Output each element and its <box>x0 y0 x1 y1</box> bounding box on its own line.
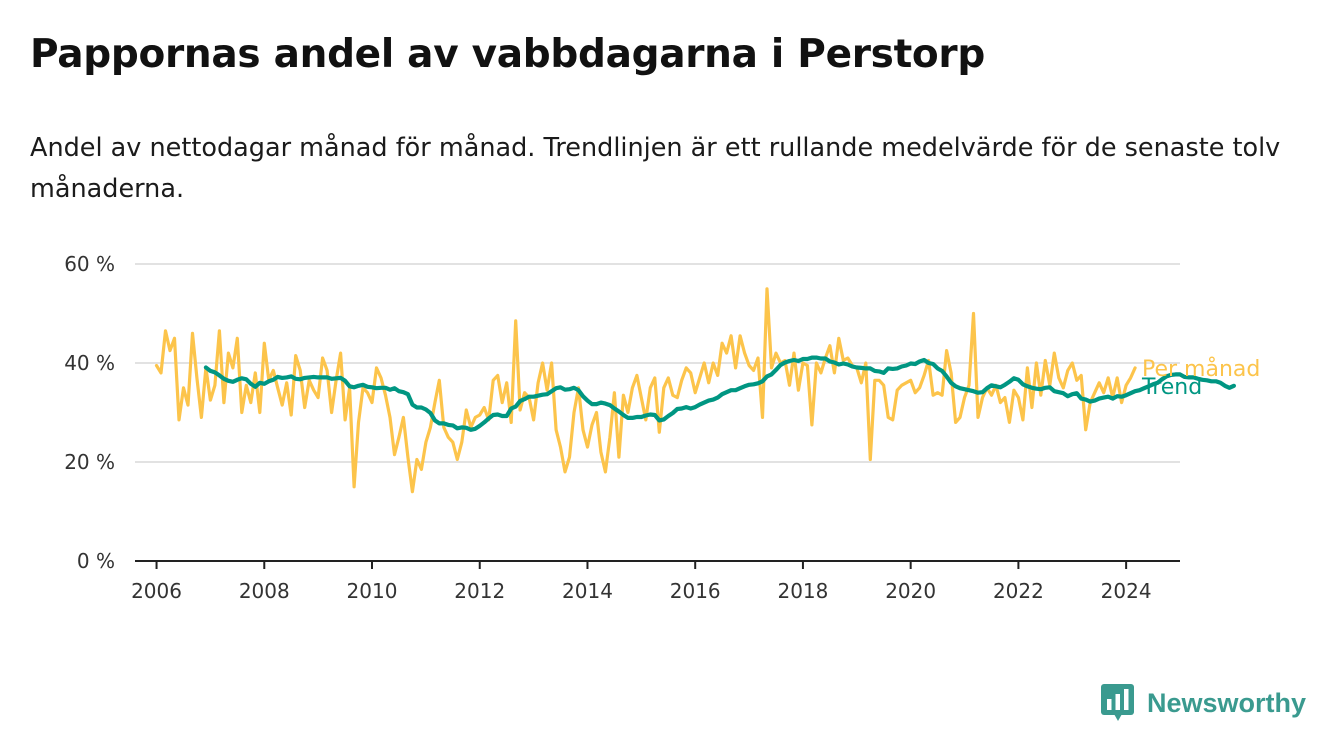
y-tick-label: 60 % <box>64 252 115 276</box>
x-tick-label: 2014 <box>562 579 613 603</box>
x-tick-label: 2006 <box>131 579 182 603</box>
brand-logo[interactable]: Newsworthy <box>1101 683 1306 723</box>
newsworthy-logo-icon <box>1101 684 1134 721</box>
x-tick-label: 2010 <box>347 579 398 603</box>
x-tick-label: 2012 <box>454 579 505 603</box>
series-line-monthly <box>154 287 1137 494</box>
y-tick-label: 40 % <box>64 351 115 375</box>
y-tick-label: 20 % <box>64 450 115 474</box>
x-tick-label: 2018 <box>777 579 828 603</box>
y-tick-label: 0 % <box>77 549 115 573</box>
x-tick-label: 2008 <box>239 579 290 603</box>
x-tick-label: 2022 <box>993 579 1044 603</box>
chart-title: Pappornas andel av vabbdagarna i Perstor… <box>30 32 985 77</box>
x-tick-label: 2016 <box>670 579 721 603</box>
series-label-monthly: Per månad <box>1142 356 1260 382</box>
x-tick-label: 2020 <box>885 579 936 603</box>
chart-subtitle: Andel av nettodagar månad för månad. Tre… <box>30 133 1281 204</box>
series-label-trend: Trend <box>1141 375 1202 400</box>
x-tick-label: 2024 <box>1101 579 1152 603</box>
series-line-trend <box>203 355 1236 432</box>
brand-name: Newsworthy <box>1147 687 1307 718</box>
